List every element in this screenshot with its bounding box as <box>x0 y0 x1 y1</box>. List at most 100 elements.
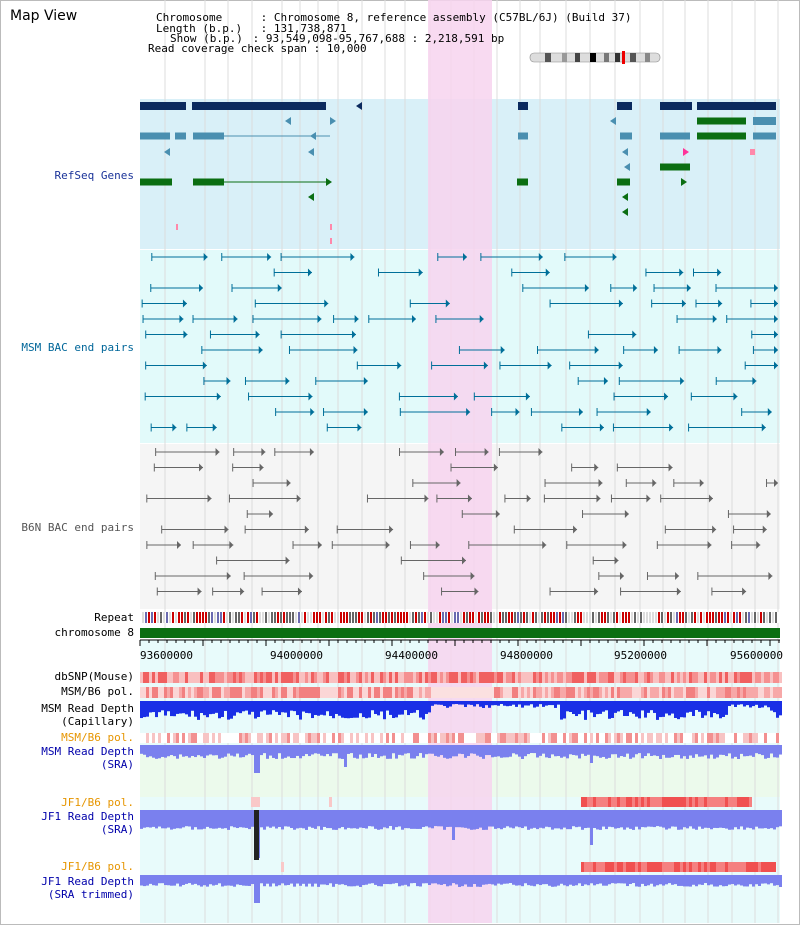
heat-cell <box>704 733 707 743</box>
repeat-mark <box>217 612 219 623</box>
depth-bar <box>320 745 323 756</box>
heat-cell <box>746 672 749 683</box>
heat-cell <box>737 672 740 683</box>
depth-bar <box>314 875 317 884</box>
depth-bar <box>602 810 605 827</box>
repeat-mark <box>316 612 318 623</box>
depth-bar <box>734 701 737 708</box>
heat-cell <box>545 672 548 683</box>
depth-bar <box>161 701 164 711</box>
depth-bar <box>290 875 293 884</box>
depth-bar <box>158 810 161 827</box>
chromosome-ideogram[interactable] <box>529 51 661 64</box>
depth-bar <box>542 810 545 829</box>
depth-bar <box>551 701 554 706</box>
heat-cell <box>767 862 770 872</box>
depth-bar <box>515 875 518 886</box>
heat-cell <box>716 687 719 698</box>
refseq-genes[interactable] <box>140 102 776 244</box>
depth-bar <box>734 875 737 886</box>
heat-cell <box>626 733 629 743</box>
repeat-mark <box>619 612 621 623</box>
depth-bar <box>524 745 527 757</box>
heat-cell <box>662 862 665 872</box>
bac-end <box>418 268 423 277</box>
bac-end <box>668 463 673 472</box>
bac-end <box>646 408 651 416</box>
heat-cell <box>383 733 386 743</box>
heat-cell <box>470 672 473 683</box>
heat-cell <box>614 672 617 683</box>
repeat-mark <box>616 612 618 623</box>
repeat-mark <box>145 612 147 623</box>
heat-cell <box>725 687 728 698</box>
bac-end <box>215 448 220 456</box>
depth-bar <box>731 701 734 705</box>
depth-bar <box>344 701 347 719</box>
depth-bar <box>695 745 698 755</box>
bac-end <box>538 448 543 456</box>
bac-end <box>199 463 204 472</box>
depth-bar <box>680 875 683 886</box>
heat-cell <box>254 733 257 743</box>
depth-bar <box>368 875 371 884</box>
depth-bar <box>512 701 515 705</box>
depth-bar <box>185 810 188 827</box>
heat-cell <box>335 687 338 698</box>
depth-bar <box>356 810 359 829</box>
bac-end <box>350 253 355 261</box>
heat-cell <box>749 733 752 743</box>
depth-bar <box>395 745 398 759</box>
depth-bar <box>236 810 239 829</box>
depth-bar <box>173 701 176 717</box>
heat-cell <box>551 733 554 743</box>
heat-cell <box>449 733 452 743</box>
heat-cell <box>146 672 149 683</box>
repeat-mark <box>409 612 411 623</box>
depth-bar <box>155 875 158 886</box>
depth-bar <box>665 875 668 885</box>
depth-bar <box>761 810 764 829</box>
axis-tick-label: 93600000 <box>140 649 193 662</box>
header-chromosome: Chromosome : Chromosome 8, reference ass… <box>148 12 632 23</box>
heat-cell <box>545 687 548 698</box>
heat-cell <box>764 672 767 683</box>
depth-bar <box>416 810 419 829</box>
heat-cell <box>155 733 158 743</box>
depth-bar <box>770 745 773 754</box>
msm-bac-pairs[interactable] <box>141 253 778 432</box>
bac-end <box>207 494 212 503</box>
bac-end <box>774 361 778 370</box>
depth-bar <box>194 745 197 758</box>
heat-cell <box>773 733 776 743</box>
bac-end <box>453 392 458 401</box>
heat-cell <box>506 687 509 698</box>
depth-bar <box>434 875 437 884</box>
depth-bar <box>416 701 419 711</box>
heat-cell <box>209 733 212 743</box>
heat-cell <box>380 733 383 743</box>
depth-bar <box>710 701 713 718</box>
depth-bar <box>221 745 224 758</box>
heat-cell <box>722 687 725 698</box>
b6n-bac-pairs[interactable] <box>146 448 778 596</box>
depth-bar <box>719 701 722 719</box>
depth-bar <box>545 745 548 758</box>
heat-cell <box>182 687 185 698</box>
depth-bar <box>488 701 491 708</box>
depth-bar <box>185 875 188 884</box>
selection-highlight[interactable] <box>428 0 492 923</box>
depth-bar <box>248 810 251 830</box>
heat-cell <box>689 687 692 698</box>
depth-bar <box>704 701 707 716</box>
heat-cell <box>431 733 434 743</box>
heat-cell <box>710 862 713 872</box>
depth-bar <box>593 745 596 756</box>
depth-bar <box>497 745 500 757</box>
depth-tracks <box>140 701 782 903</box>
heat-cell <box>374 687 377 698</box>
depth-bar <box>329 810 332 829</box>
depth-bar <box>308 810 311 827</box>
depth-bar <box>335 745 338 754</box>
heat-cell <box>629 797 632 807</box>
